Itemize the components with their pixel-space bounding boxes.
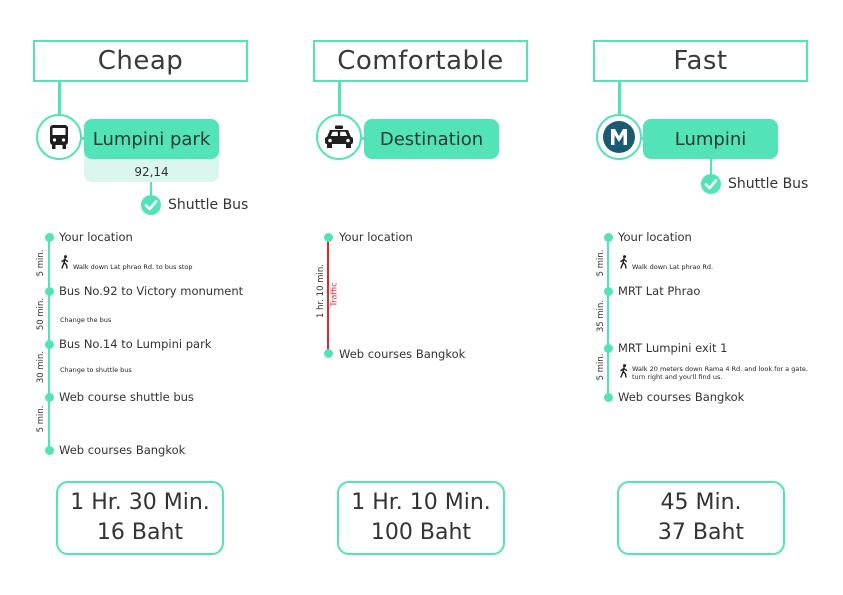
timeline-dot [603, 392, 613, 402]
traffic-label: Traffic [329, 282, 339, 307]
shuttle-bus-label: Shuttle Bus [168, 197, 249, 213]
step-note: turn right and you'll find us. [632, 373, 723, 381]
stop-label: Your location [59, 230, 133, 244]
summary-time: 1 Hr. 10 Min. [351, 490, 491, 515]
connector [150, 182, 152, 196]
connector [338, 82, 341, 114]
summary-cost: 100 Baht [370, 520, 472, 545]
summary-cost: 37 Baht [657, 520, 745, 545]
timeline-dot [44, 232, 54, 242]
summary-cost: 16 Baht [96, 520, 184, 545]
timeline-dot [44, 392, 54, 402]
check-icon [141, 195, 161, 215]
timeline-dot [603, 286, 613, 296]
duration-label: 30 min. [36, 350, 46, 384]
walking-person-icon [61, 255, 69, 269]
summary-box: 1 Hr. 30 Min. 16 Baht [56, 481, 224, 555]
stop-label: MRT Lumpini exit 1 [618, 341, 728, 355]
timeline-dot [44, 286, 54, 296]
traffic-line [327, 237, 329, 353]
step-note: Change to shuttle bus [60, 366, 132, 374]
timeline-dot [324, 348, 333, 358]
duration-label: 5 min. [596, 249, 606, 277]
stop-label: Your location [339, 230, 413, 244]
duration-label: 1 hr. 10 min. [316, 264, 326, 318]
walking-person-icon [620, 364, 628, 378]
step-note: Walk down Lat phrao Rd. [632, 263, 714, 271]
destination-pill: Destination [364, 119, 499, 159]
timeline-line [607, 237, 609, 397]
shuttle-bus-label: Shuttle Bus [728, 176, 809, 192]
check-icon [701, 174, 721, 194]
walking-person-icon [620, 255, 628, 269]
summary-time: 1 Hr. 30 Min. [70, 490, 210, 515]
timeline-dot [44, 445, 54, 455]
title-fast: Fast [593, 40, 808, 82]
destination-pill: Lumpini [643, 119, 778, 159]
step-note: Walk down Lat phrao Rd. to bus stop [73, 263, 193, 271]
timeline-dot [603, 232, 613, 242]
timeline-dot [324, 232, 333, 242]
stop-label: Web courses Bangkok [59, 443, 186, 457]
taxi-icon [316, 114, 362, 160]
step-note: Change the bus [60, 316, 112, 324]
stop-label: Web courses Bangkok [339, 347, 466, 361]
summary-box: 1 Hr. 10 Min. 100 Baht [337, 481, 505, 555]
bus-icon [36, 114, 82, 160]
destination-pill: Lumpini park [84, 119, 219, 159]
connector [618, 82, 621, 114]
stop-label: Bus No.14 to Lumpini park [59, 337, 212, 351]
duration-label: 5 min. [36, 405, 46, 433]
stop-label: Your location [618, 230, 692, 244]
summary-time: 45 Min. [660, 490, 742, 515]
timeline-dot [44, 339, 54, 349]
title-comfortable: Comfortable [313, 40, 528, 82]
bus-numbers-label: 92,14 [134, 165, 169, 179]
timeline-dot [603, 343, 613, 353]
stop-label: Web courses Bangkok [618, 390, 745, 404]
step-note: Walk 20 meters down Rama 4 Rd. and look … [632, 365, 808, 373]
connector [58, 82, 61, 114]
stop-label: MRT Lat Phrao [618, 284, 701, 298]
connector [710, 159, 712, 175]
title-cheap: Cheap [33, 40, 248, 82]
stop-label: Web course shuttle bus [59, 390, 194, 404]
summary-box: 45 Min. 37 Baht [617, 481, 785, 555]
stop-label: Bus No.92 to Victory monument [59, 284, 244, 298]
duration-label: 5 min. [596, 353, 606, 381]
duration-label: 50 min. [36, 297, 46, 331]
metro-icon [596, 114, 642, 160]
